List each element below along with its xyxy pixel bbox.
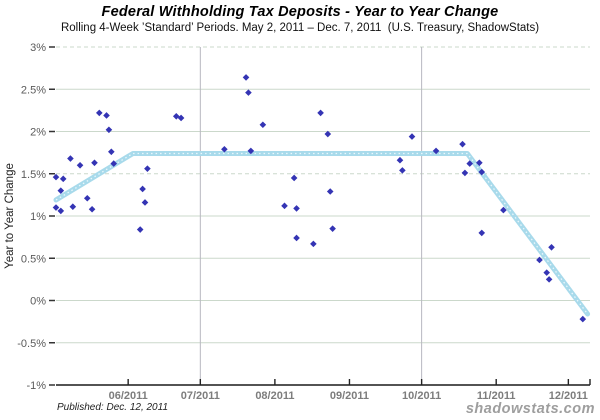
published-date-label: Published: Dec. 12, 2011 — [57, 402, 169, 413]
data-point-diamond — [432, 147, 440, 155]
data-point-diamond — [136, 226, 144, 233]
y-tick-label: -1% — [26, 380, 46, 392]
data-point-diamond — [476, 159, 483, 167]
chart-subtitle: Rolling 4-Week ’Standard’ Periods. May 2… — [60, 22, 540, 34]
x-tick-label: 09/2011 — [330, 390, 369, 402]
data-point-diamond — [108, 148, 115, 156]
data-point-diamond — [329, 225, 336, 232]
x-tick-label: 11/2011 — [477, 390, 516, 402]
data-point-diamond — [324, 130, 332, 138]
data-point-diamond — [478, 229, 486, 237]
x-tick-label: 08/2011 — [255, 390, 294, 402]
x-tick-label: 07/2011 — [181, 390, 220, 402]
y-tick-label: 0.5% — [21, 253, 46, 265]
data-point-diamond — [83, 194, 91, 202]
x-tick-label: 10/2011 — [402, 390, 441, 402]
data-point-diamond — [408, 133, 416, 140]
trend-line-dots — [55, 152, 589, 315]
data-point-diamond — [259, 121, 267, 129]
data-point-diamond — [281, 202, 288, 210]
data-point-diamond — [317, 109, 324, 117]
data-point-diamond — [139, 185, 146, 193]
y-tick-label: 1.5% — [21, 169, 46, 181]
data-point-diamond — [396, 156, 404, 164]
chart-title: Federal Withholding Tax Deposits - Year … — [101, 4, 499, 20]
data-point-diamond — [247, 147, 255, 155]
data-point-diamond — [543, 269, 551, 276]
data-point-diamond — [69, 203, 77, 211]
x-tick-label: 12/2011 — [549, 390, 588, 402]
data-point-diamond — [290, 174, 298, 182]
data-point-diamond — [76, 162, 84, 169]
y-tick-label: 0% — [30, 296, 46, 308]
y-tick-label: 3% — [30, 42, 46, 54]
data-point-diamond — [110, 160, 118, 167]
data-point-diamond — [95, 109, 103, 117]
data-point-diamond — [52, 173, 60, 181]
data-point-diamond — [91, 159, 98, 167]
data-point-diamond — [545, 276, 553, 283]
data-point-diamond — [172, 112, 180, 120]
data-point-diamond — [242, 74, 250, 81]
data-point-diamond — [245, 89, 252, 96]
data-point-diamond — [144, 165, 151, 172]
data-point-diamond — [221, 145, 228, 153]
data-point-diamond — [579, 315, 587, 323]
data-point-diamond — [141, 199, 149, 206]
data-point-diamond — [461, 169, 469, 177]
data-point-diamond — [466, 160, 474, 167]
y-tick-label: 1% — [30, 211, 46, 223]
data-point-diamond — [293, 234, 300, 242]
data-point-diamond — [103, 112, 110, 119]
data-point-diamond — [67, 155, 74, 162]
data-point-diamond — [478, 168, 486, 176]
data-point-diamond — [88, 205, 96, 213]
data-point-diamond — [57, 187, 65, 194]
data-point-diamond — [177, 114, 185, 122]
data-point-diamond — [105, 126, 113, 134]
data-point-diamond — [52, 204, 60, 211]
y-tick-label: 2% — [30, 127, 46, 139]
data-point-diamond — [399, 167, 406, 174]
data-point-diamond — [293, 205, 300, 212]
trend-line — [53, 150, 591, 317]
data-point-diamond — [459, 140, 466, 148]
y-tick-label: 2.5% — [21, 84, 46, 96]
data-point-diamond — [59, 175, 67, 183]
data-point-diamond — [57, 207, 65, 215]
data-point-diamond — [548, 243, 555, 251]
x-tick-label: 06/2011 — [109, 390, 148, 402]
shadowstats-watermark: shadowstats.com — [465, 401, 595, 417]
data-point-diamond — [500, 206, 507, 214]
data-point-diamond — [310, 240, 317, 248]
data-point-diamond — [536, 256, 543, 264]
y-tick-label: -0.5% — [17, 338, 46, 350]
data-point-diamond — [326, 188, 334, 195]
y-axis-title: Year to Year Change — [4, 163, 16, 269]
